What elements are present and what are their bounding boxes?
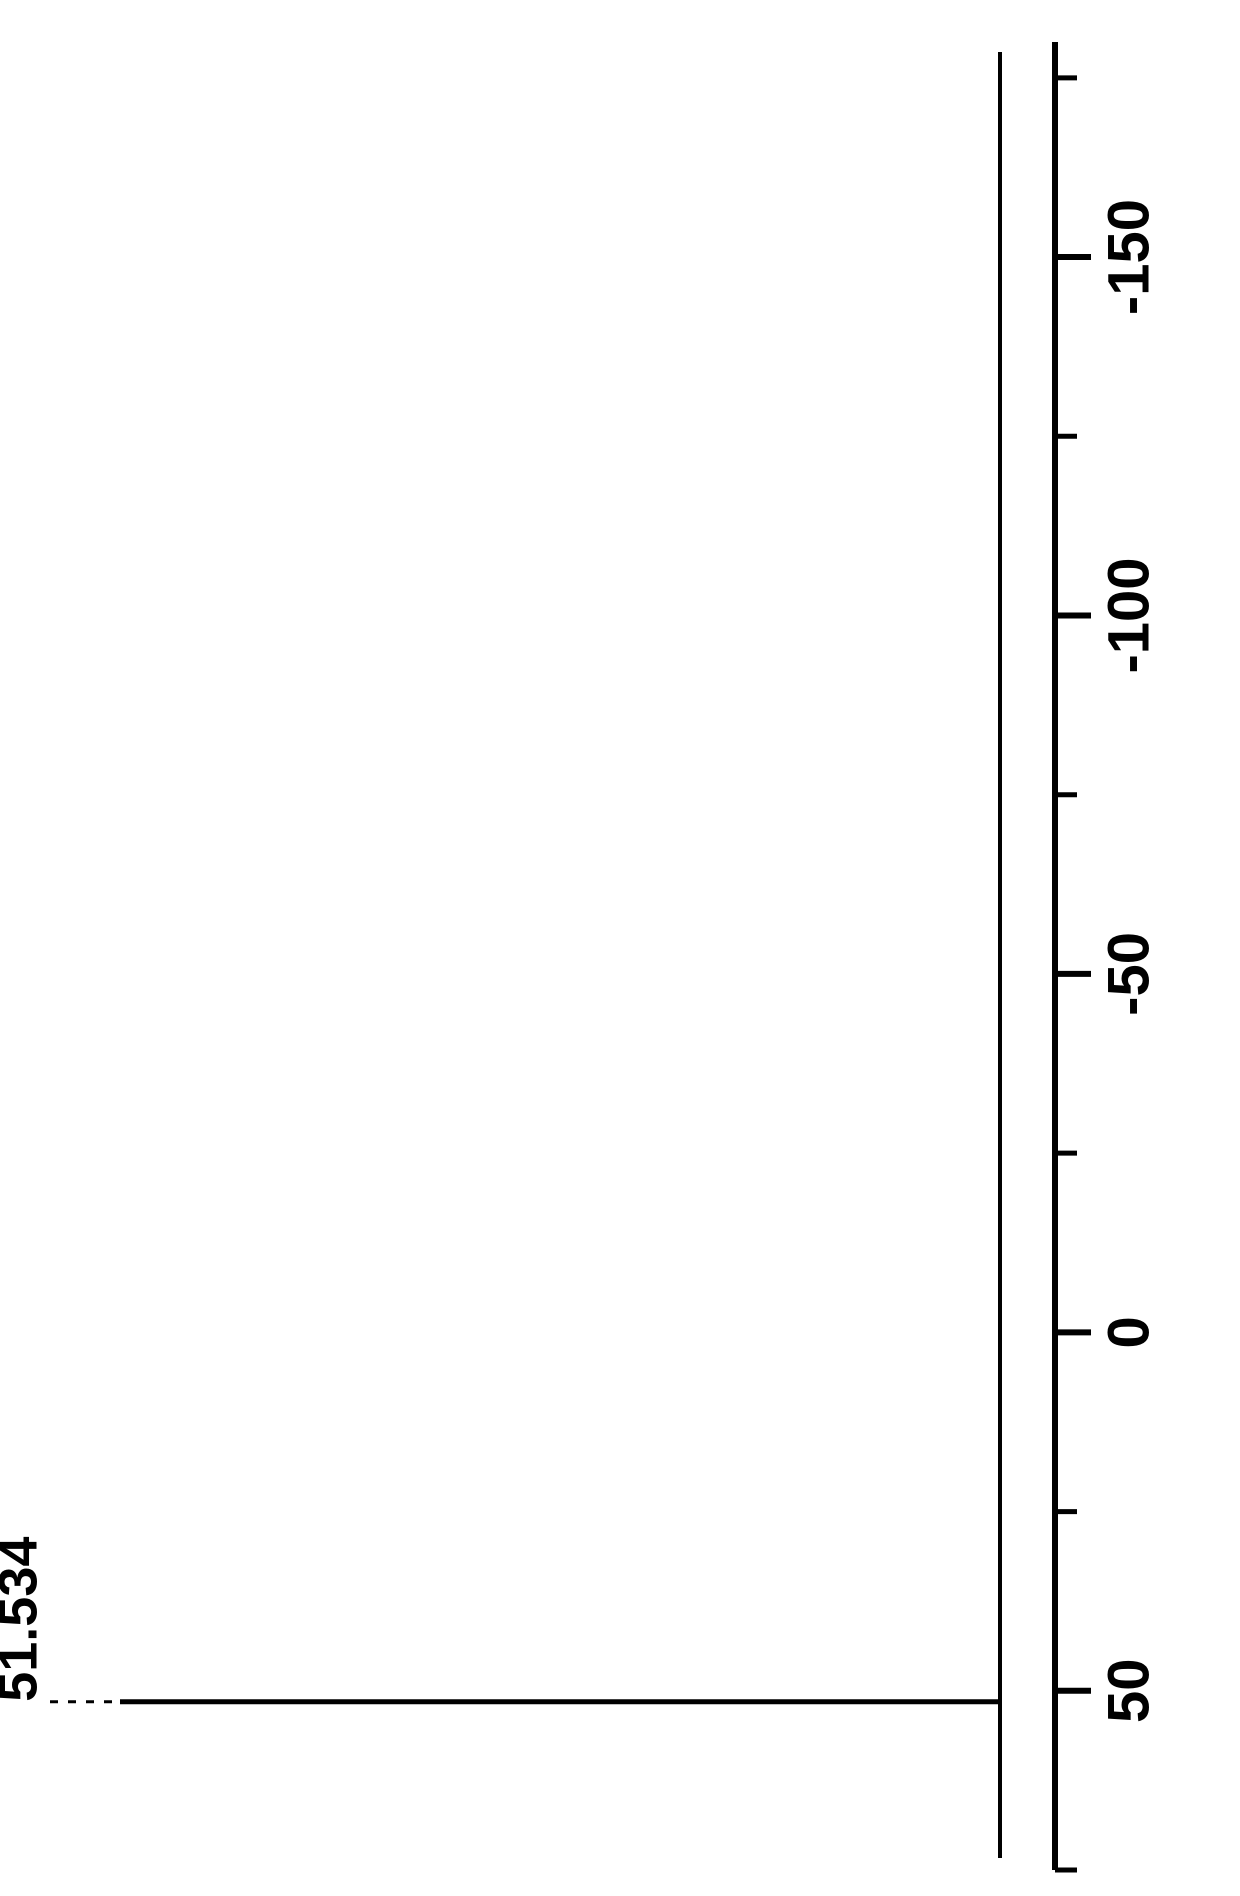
peak-label: 51.534 [0,1537,48,1702]
axis-tick-label: 50 [1096,1659,1161,1724]
axis-tick-label: -100 [1096,557,1161,673]
axis-tick-label: -150 [1096,199,1161,315]
spectrum-container: 50 0 -50 -100 -150 51.534 [0,0,1240,1896]
nmr-spectrum: 50 0 -50 -100 -150 51.534 [0,0,1240,1896]
axis-tick-label: 0 [1096,1316,1161,1348]
axis-tick-label: -50 [1096,932,1161,1016]
